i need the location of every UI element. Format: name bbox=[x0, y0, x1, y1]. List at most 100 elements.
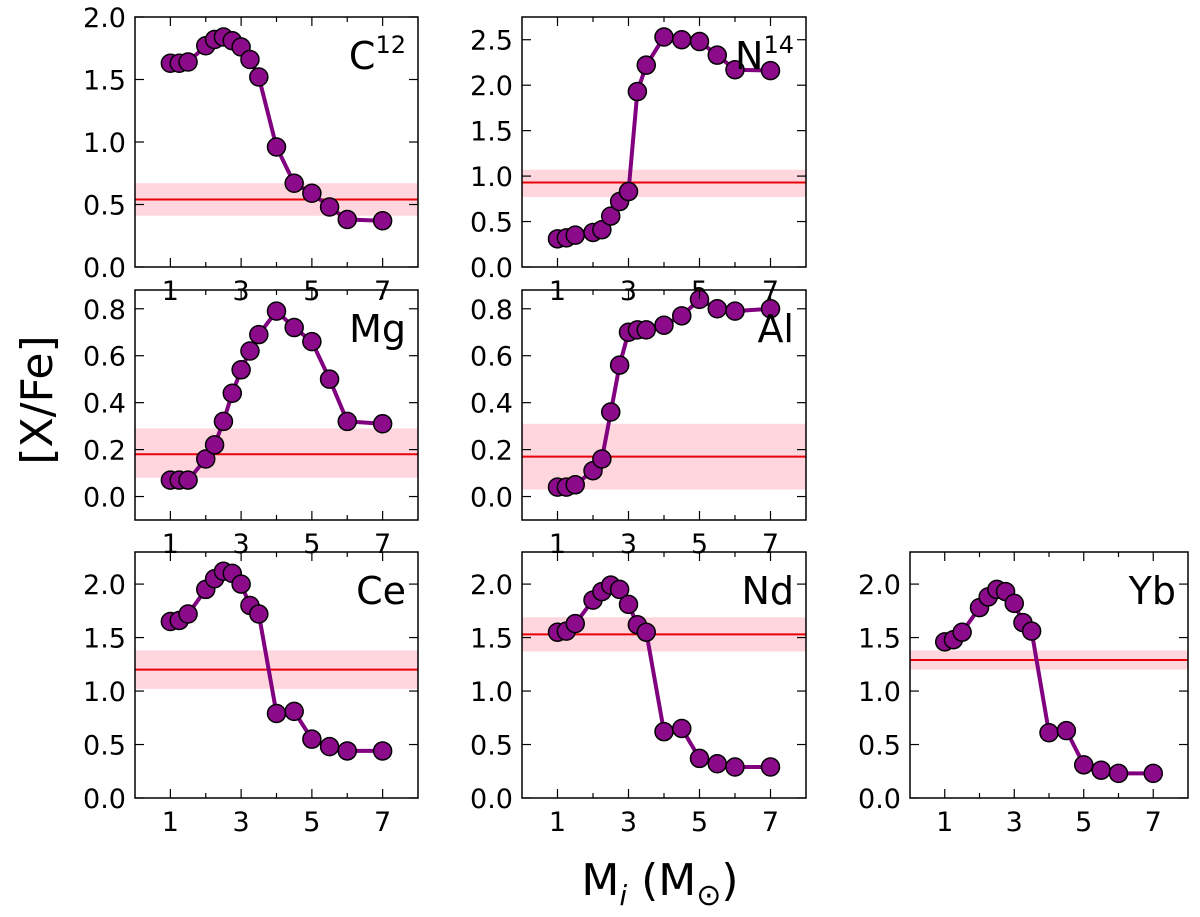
data-point bbox=[707, 45, 727, 65]
data-point bbox=[725, 301, 745, 321]
y-tick-label: 0.8 bbox=[83, 295, 126, 326]
plot-area bbox=[522, 290, 806, 497]
x-tick-label: 5 bbox=[303, 807, 320, 838]
data-point bbox=[654, 27, 674, 47]
data-point bbox=[178, 604, 198, 624]
data-point bbox=[240, 341, 260, 361]
observed-band bbox=[135, 428, 418, 478]
data-point bbox=[760, 299, 781, 319]
data-point bbox=[654, 721, 674, 742]
data-point bbox=[707, 299, 727, 319]
data-point bbox=[618, 594, 639, 615]
data-point bbox=[204, 435, 225, 455]
panel-mg: 1 3 5 70.00.20.40.60.8 Mg bbox=[83, 289, 419, 560]
data-point bbox=[609, 579, 630, 600]
data-point bbox=[760, 757, 781, 777]
data-point bbox=[302, 331, 322, 352]
data-point bbox=[266, 703, 287, 724]
y-tick-label: 0.0 bbox=[83, 784, 126, 815]
y-tick-label: 0.5 bbox=[858, 731, 901, 762]
data-point bbox=[1108, 763, 1129, 784]
data-point bbox=[231, 574, 251, 594]
data-point bbox=[609, 355, 630, 375]
data-point bbox=[689, 31, 710, 52]
y-tick-label: 0.0 bbox=[470, 784, 513, 815]
plot-area bbox=[910, 579, 1188, 784]
data-point bbox=[337, 411, 357, 432]
data-point bbox=[601, 402, 621, 422]
y-tick-label: 0.2 bbox=[83, 436, 126, 467]
data-point bbox=[266, 301, 287, 321]
data-point bbox=[231, 360, 251, 380]
y-tick-label: 0.5 bbox=[83, 191, 126, 222]
data-point bbox=[601, 206, 621, 226]
plot-area bbox=[522, 27, 806, 249]
data-point bbox=[725, 757, 745, 777]
data-point bbox=[319, 736, 340, 757]
data-point bbox=[725, 59, 745, 80]
data-point bbox=[565, 475, 585, 495]
plot-area bbox=[522, 575, 806, 777]
data-point bbox=[249, 67, 269, 87]
data-point bbox=[952, 622, 972, 642]
x-tick-label: 5 bbox=[1075, 807, 1092, 838]
model-line bbox=[170, 309, 383, 483]
y-tick-label: 1.0 bbox=[470, 162, 513, 193]
data-point bbox=[319, 369, 340, 389]
data-point bbox=[618, 181, 639, 202]
y-tick-label: 1.0 bbox=[470, 677, 513, 708]
x-axis-label-sub: i bbox=[619, 879, 627, 912]
y-tick-label: 1.5 bbox=[470, 624, 513, 655]
data-point bbox=[636, 320, 656, 340]
panel-label: Nd bbox=[741, 569, 794, 613]
data-point bbox=[319, 197, 340, 217]
x-tick-label: 3 bbox=[1006, 807, 1023, 838]
y-tick-label: 2.5 bbox=[470, 26, 513, 57]
y-tick-label: 0.0 bbox=[470, 483, 513, 514]
data-point bbox=[1074, 755, 1094, 775]
panel-yb: 1 3 5 7 0.0 0.5 1.0 1.5 2.0 Yb bbox=[858, 551, 1189, 838]
data-point bbox=[672, 29, 692, 50]
data-point bbox=[240, 49, 260, 70]
x-tick-label: 3 bbox=[620, 807, 637, 838]
y-tick-label: 0.0 bbox=[858, 784, 901, 815]
x-axis-label-main: M bbox=[581, 855, 619, 906]
y-tick-label: 0.0 bbox=[83, 253, 126, 284]
y-tick-label: 0.4 bbox=[83, 389, 126, 420]
y-tick-label: 0.5 bbox=[470, 208, 513, 239]
data-point bbox=[284, 173, 304, 193]
x-tick-label: 3 bbox=[233, 807, 250, 838]
panel-al: 1 3 5 70.00.20.40.60.8 Al bbox=[470, 289, 807, 560]
plot-area bbox=[135, 27, 418, 231]
data-point bbox=[337, 209, 357, 230]
y-tick-label: 1.0 bbox=[83, 677, 126, 708]
data-point bbox=[196, 449, 216, 469]
y-tick-label: 0.6 bbox=[470, 342, 513, 373]
data-point bbox=[302, 729, 322, 749]
data-point bbox=[213, 411, 234, 432]
data-point bbox=[372, 741, 393, 761]
model-line bbox=[944, 587, 1154, 776]
data-point bbox=[1004, 593, 1024, 614]
y-tick-label: 1.5 bbox=[83, 624, 126, 655]
data-point bbox=[636, 622, 656, 642]
x-tick-label: 1 bbox=[936, 807, 953, 838]
panels: 1 3 5 7 0.0 0.5 1.0 1.5 2.0 C12 1 3 5 7 0.0 0.5 1.0 1.5 2.… bbox=[83, 3, 1189, 838]
x-tick-label: 7 bbox=[762, 807, 779, 838]
data-point bbox=[302, 183, 322, 203]
y-tick-label: 2.0 bbox=[470, 71, 513, 102]
data-point bbox=[1039, 723, 1059, 743]
data-point bbox=[689, 748, 710, 769]
y-tick-label: 0.8 bbox=[470, 295, 513, 326]
y-tick-label: 2.0 bbox=[858, 570, 901, 601]
x-axis-label-unit-open: (M bbox=[627, 855, 696, 906]
x-tick-label: 5 bbox=[691, 807, 708, 838]
x-axis-label-unit-symbol: ⊙ bbox=[696, 878, 721, 913]
y-tick-label: 1.0 bbox=[83, 128, 126, 159]
y-tick-label: 0.2 bbox=[470, 436, 513, 467]
data-point bbox=[372, 211, 393, 231]
plot-area bbox=[135, 301, 418, 490]
y-tick-label: 0.0 bbox=[83, 483, 126, 514]
